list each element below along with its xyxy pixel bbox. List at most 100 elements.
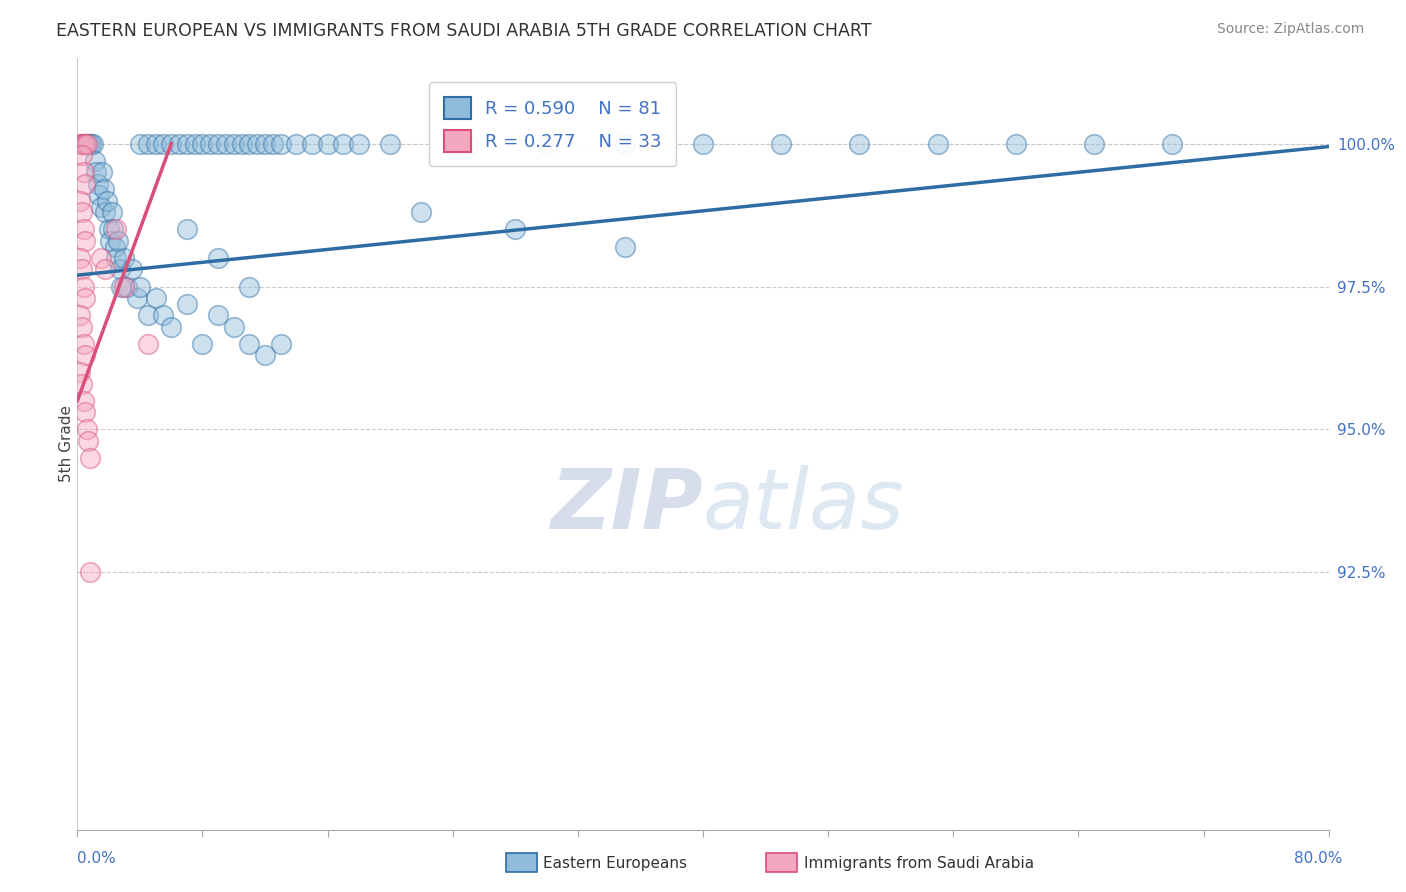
Point [285, 136, 308, 151]
Point [100, 205, 122, 219]
Point [167, 136, 190, 151]
Point [105, 251, 128, 265]
Legend: R = 0.590    N = 81, R = 0.277    N = 33: R = 0.590 N = 81, R = 0.277 N = 33 [429, 82, 676, 166]
Point [770, 136, 793, 151]
Point [79, 136, 101, 151]
Point [70, 319, 93, 334]
Point [103, 222, 125, 236]
Point [613, 136, 636, 151]
Point [270, 336, 292, 351]
Point [97, 222, 120, 236]
Point [75, 136, 97, 151]
Point [129, 136, 152, 151]
Point [69, 365, 91, 379]
Point [136, 308, 159, 322]
Point [72, 336, 94, 351]
Point [125, 291, 148, 305]
Point [83, 153, 105, 168]
Point [91, 165, 114, 179]
Point [411, 205, 433, 219]
Point [136, 136, 159, 151]
Point [848, 136, 870, 151]
Point [145, 136, 167, 151]
Point [378, 136, 402, 151]
Point [75, 177, 97, 191]
Point [72, 222, 94, 236]
Point [70, 136, 93, 151]
Point [98, 234, 121, 248]
Point [70, 205, 93, 219]
Point [69, 136, 91, 151]
Point [75, 136, 97, 151]
Point [160, 136, 183, 151]
Point [207, 251, 229, 265]
Point [207, 136, 229, 151]
Point [121, 262, 143, 277]
Text: atlas: atlas [703, 465, 904, 546]
Point [231, 136, 253, 151]
Text: EASTERN EUROPEAN VS IMMIGRANTS FROM SAUDI ARABIA 5TH GRADE CORRELATION CHART: EASTERN EUROPEAN VS IMMIGRANTS FROM SAUD… [56, 22, 872, 40]
Point [84, 165, 107, 179]
Point [90, 200, 112, 214]
Point [112, 279, 135, 293]
Point [1161, 136, 1184, 151]
Y-axis label: 5th Grade: 5th Grade [59, 405, 73, 483]
Point [76, 136, 98, 151]
Point [152, 308, 174, 322]
Point [613, 239, 636, 253]
Point [77, 434, 100, 448]
Point [94, 262, 117, 277]
Point [347, 136, 370, 151]
Point [316, 136, 339, 151]
Point [253, 136, 276, 151]
Point [70, 262, 93, 277]
Point [191, 136, 214, 151]
Point [104, 239, 127, 253]
Point [79, 451, 101, 466]
Point [238, 336, 260, 351]
Text: Eastern Europeans: Eastern Europeans [543, 856, 686, 871]
Point [332, 136, 354, 151]
Point [536, 136, 558, 151]
Point [90, 251, 112, 265]
Point [70, 148, 93, 162]
Point [112, 251, 135, 265]
Point [1004, 136, 1026, 151]
Point [72, 165, 94, 179]
Point [76, 422, 98, 436]
Point [75, 405, 97, 419]
Point [117, 279, 139, 293]
Text: ZIP: ZIP [550, 465, 703, 546]
Point [222, 319, 245, 334]
Point [72, 393, 94, 408]
Point [110, 279, 132, 293]
Point [152, 136, 174, 151]
Point [136, 336, 159, 351]
Point [262, 136, 284, 151]
Point [927, 136, 949, 151]
Point [79, 566, 101, 580]
Point [215, 136, 238, 151]
Point [238, 279, 260, 293]
Point [75, 291, 97, 305]
Point [1083, 136, 1105, 151]
Point [70, 376, 93, 391]
Point [207, 308, 229, 322]
Point [270, 136, 292, 151]
Point [69, 308, 91, 322]
Point [160, 319, 183, 334]
Point [70, 136, 93, 151]
Point [72, 279, 94, 293]
Point [200, 136, 222, 151]
Point [75, 348, 97, 362]
Point [183, 136, 205, 151]
Point [246, 136, 269, 151]
Point [692, 136, 714, 151]
Point [191, 336, 214, 351]
Point [94, 205, 117, 219]
Point [129, 279, 152, 293]
Text: Source: ZipAtlas.com: Source: ZipAtlas.com [1216, 22, 1364, 37]
Point [176, 297, 198, 311]
Point [108, 262, 131, 277]
Point [69, 194, 91, 208]
